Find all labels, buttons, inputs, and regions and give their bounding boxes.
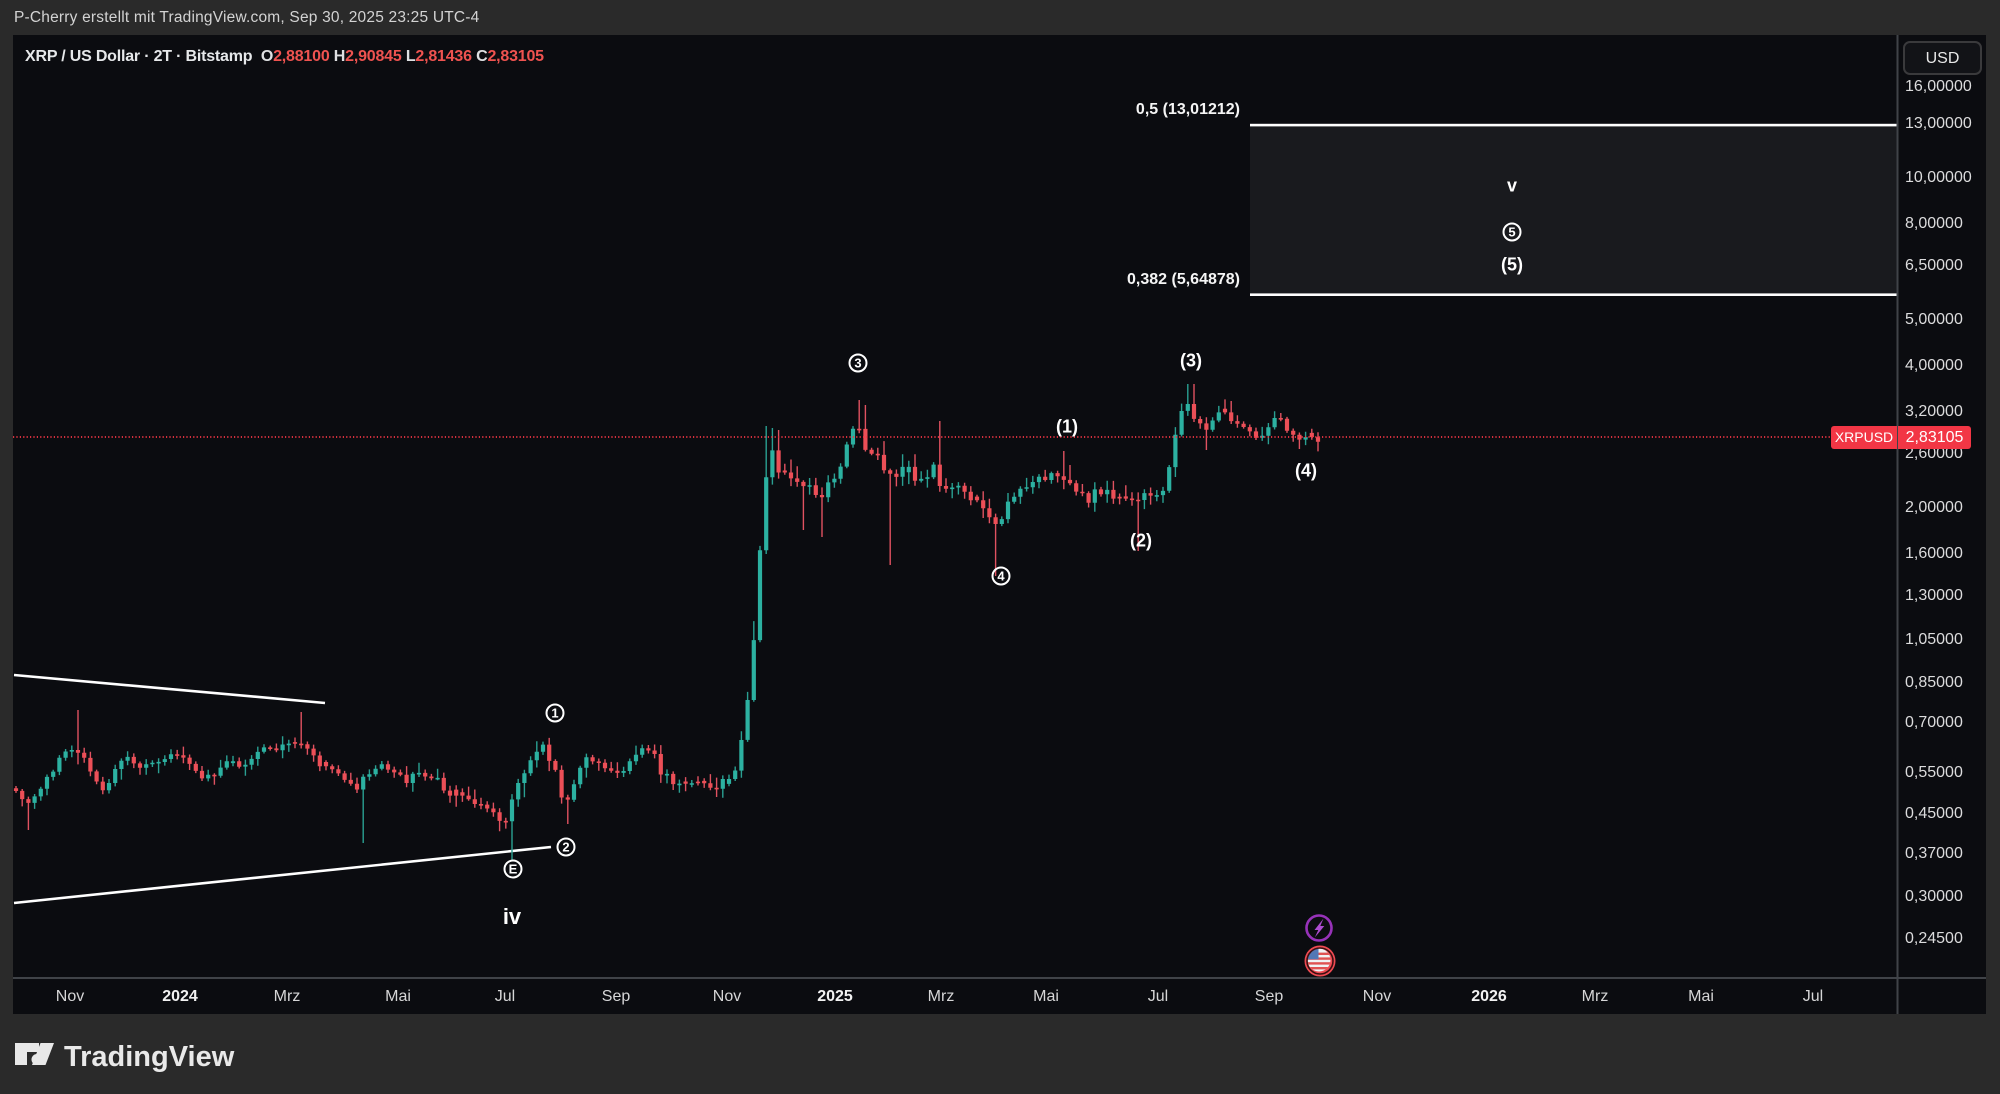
svg-text:TradingView: TradingView <box>64 1041 235 1073</box>
